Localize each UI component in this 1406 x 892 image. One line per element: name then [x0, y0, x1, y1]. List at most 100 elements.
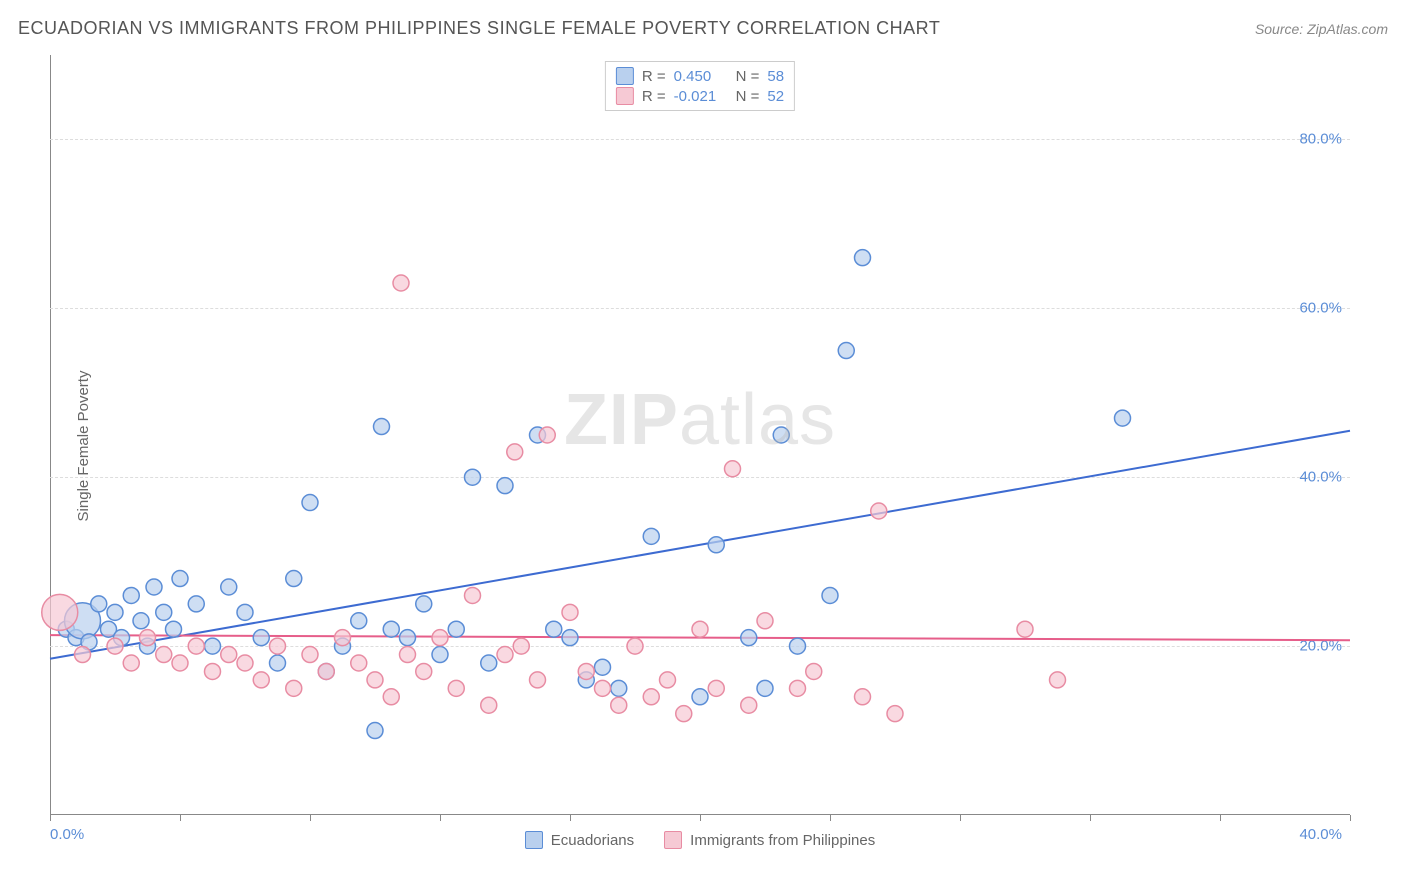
data-point-philippines	[237, 655, 253, 671]
data-point-ecuadorians	[448, 621, 464, 637]
data-point-ecuadorians	[692, 689, 708, 705]
data-point-ecuadorians	[205, 638, 221, 654]
data-point-philippines	[692, 621, 708, 637]
data-point-ecuadorians	[146, 579, 162, 595]
data-point-ecuadorians	[1115, 410, 1131, 426]
data-point-philippines	[578, 663, 594, 679]
data-point-ecuadorians	[416, 596, 432, 612]
data-point-philippines	[643, 689, 659, 705]
data-point-philippines	[318, 663, 334, 679]
legend-N-label: N =	[736, 68, 760, 85]
x-tick-mark	[1220, 815, 1221, 821]
data-point-philippines	[627, 638, 643, 654]
data-point-ecuadorians	[383, 621, 399, 637]
data-point-ecuadorians	[302, 495, 318, 511]
data-point-ecuadorians	[351, 613, 367, 629]
data-point-philippines	[270, 638, 286, 654]
data-point-ecuadorians	[91, 596, 107, 612]
x-tick-mark	[570, 815, 571, 821]
data-point-ecuadorians	[156, 604, 172, 620]
series-legend: Ecuadorians Immigrants from Philippines	[50, 831, 1350, 849]
data-point-ecuadorians	[374, 419, 390, 435]
data-point-philippines	[416, 663, 432, 679]
data-point-philippines	[806, 663, 822, 679]
x-tick-mark	[50, 815, 51, 821]
data-point-ecuadorians	[481, 655, 497, 671]
data-point-ecuadorians	[855, 250, 871, 266]
data-point-philippines	[741, 697, 757, 713]
data-point-ecuadorians	[790, 638, 806, 654]
data-point-ecuadorians	[253, 630, 269, 646]
legend-R-label: R =	[642, 88, 666, 105]
legend-R-value: 0.450	[674, 68, 728, 85]
data-point-philippines	[172, 655, 188, 671]
data-point-philippines	[1050, 672, 1066, 688]
legend-item-philippines: Immigrants from Philippines	[664, 831, 875, 849]
legend-N-label: N =	[736, 88, 760, 105]
data-point-philippines	[562, 604, 578, 620]
data-point-philippines	[351, 655, 367, 671]
data-point-ecuadorians	[367, 723, 383, 739]
data-point-ecuadorians	[708, 537, 724, 553]
x-tick-mark	[960, 815, 961, 821]
data-point-philippines	[465, 587, 481, 603]
data-point-ecuadorians	[432, 647, 448, 663]
data-point-ecuadorians	[400, 630, 416, 646]
legend-item-ecuadorians: Ecuadorians	[525, 831, 634, 849]
data-point-philippines	[507, 444, 523, 460]
source-credit: Source: ZipAtlas.com	[1255, 21, 1388, 37]
data-point-philippines	[302, 647, 318, 663]
x-tick-mark	[310, 815, 311, 821]
data-point-philippines	[676, 706, 692, 722]
chart-area: 20.0%40.0%60.0%80.0% ZIPatlas R =0.450N …	[50, 55, 1350, 815]
data-point-ecuadorians	[741, 630, 757, 646]
data-point-philippines	[221, 647, 237, 663]
data-point-philippines	[156, 647, 172, 663]
data-point-ecuadorians	[188, 596, 204, 612]
data-point-philippines	[432, 630, 448, 646]
data-point-philippines	[481, 697, 497, 713]
legend-swatch	[616, 67, 634, 85]
legend-row-ecuadorians: R = 0.450 N = 58	[616, 66, 784, 86]
data-point-philippines	[383, 689, 399, 705]
data-point-ecuadorians	[270, 655, 286, 671]
legend-swatch	[525, 831, 543, 849]
data-point-philippines	[611, 697, 627, 713]
legend-label: Ecuadorians	[551, 832, 634, 849]
x-tick-mark	[180, 815, 181, 821]
data-point-philippines	[871, 503, 887, 519]
data-point-philippines	[855, 689, 871, 705]
data-point-ecuadorians	[286, 571, 302, 587]
data-point-philippines	[757, 613, 773, 629]
legend-row-philippines: R =-0.021N =52	[616, 86, 784, 106]
data-point-ecuadorians	[465, 469, 481, 485]
x-tick-mark	[830, 815, 831, 821]
legend-swatch	[664, 831, 682, 849]
data-point-philippines	[367, 672, 383, 688]
data-point-philippines	[286, 680, 302, 696]
data-point-philippines	[660, 672, 676, 688]
data-point-philippines	[448, 680, 464, 696]
data-point-philippines	[253, 672, 269, 688]
data-point-ecuadorians	[221, 579, 237, 595]
x-tick-mark	[1090, 815, 1091, 821]
x-tick-mark	[700, 815, 701, 821]
data-point-ecuadorians	[133, 613, 149, 629]
data-point-philippines	[530, 672, 546, 688]
data-point-philippines	[123, 655, 139, 671]
legend-R-label: R =	[642, 68, 666, 85]
legend-N-value: 58	[767, 68, 784, 85]
legend-label: Immigrants from Philippines	[690, 832, 875, 849]
data-point-philippines	[708, 680, 724, 696]
data-point-ecuadorians	[611, 680, 627, 696]
data-point-philippines	[393, 275, 409, 291]
data-point-philippines	[42, 594, 78, 630]
data-point-ecuadorians	[757, 680, 773, 696]
chart-title: ECUADORIAN VS IMMIGRANTS FROM PHILIPPINE…	[18, 18, 940, 39]
data-point-ecuadorians	[497, 478, 513, 494]
data-point-philippines	[188, 638, 204, 654]
scatter-plot-svg	[50, 55, 1350, 815]
data-point-ecuadorians	[166, 621, 182, 637]
data-point-philippines	[107, 638, 123, 654]
plot-rect: 20.0%40.0%60.0%80.0% ZIPatlas R =0.450N …	[50, 55, 1350, 815]
